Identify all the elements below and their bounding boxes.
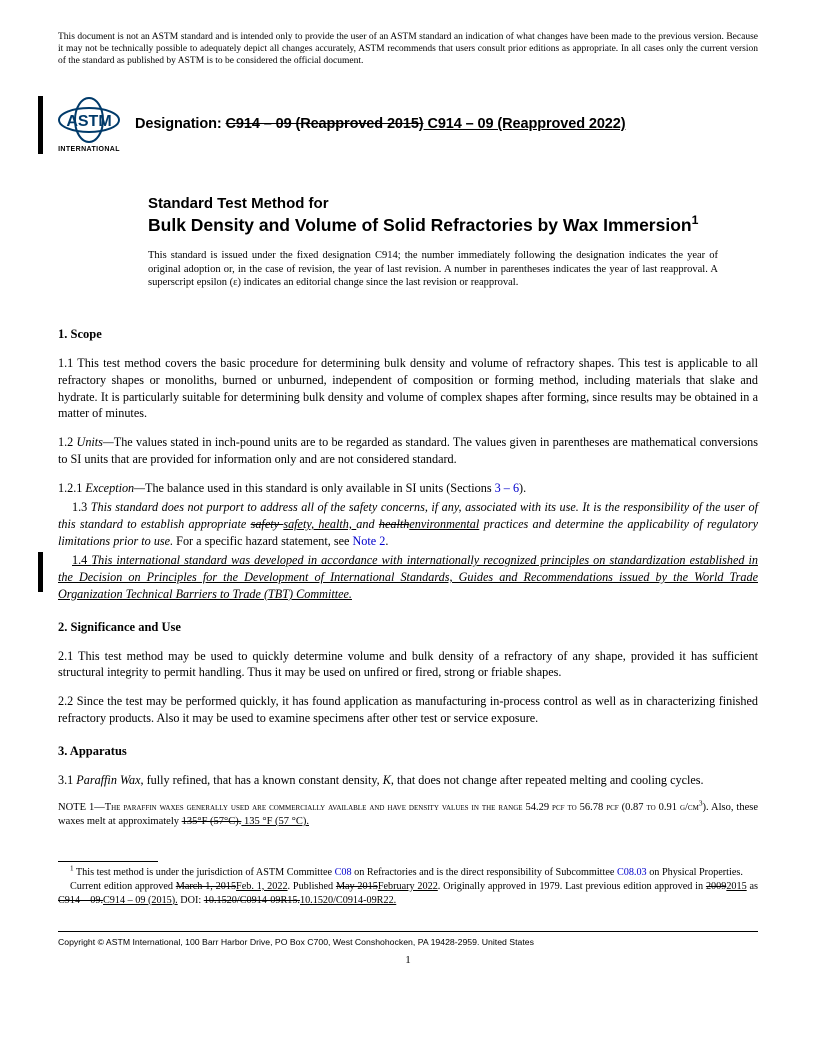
copyright-line: Copyright © ASTM International, 100 Barr…	[58, 937, 758, 949]
title-text: Bulk Density and Volume of Solid Refract…	[148, 215, 692, 235]
footnote-1-line2: Current edition approved March 1, 2015Fe…	[58, 880, 758, 908]
t: 1.4	[72, 553, 91, 567]
t: March 1, 2015	[176, 881, 236, 892]
section-2-head: 2. Significance and Use	[58, 619, 758, 636]
t: on Refractories and is the direct respon…	[352, 867, 617, 878]
header-row: ASTM INTERNATIONAL Designation: C914 – 0…	[58, 96, 758, 154]
sections-link[interactable]: 3 – 6	[495, 481, 519, 495]
t: 1.2	[58, 435, 77, 449]
committee-link[interactable]: C08	[335, 867, 352, 878]
para-2-1: 2.1 This test method may be used to quic…	[58, 648, 758, 682]
issuance-note: This standard is issued under the fixed …	[148, 249, 718, 290]
section-3-head: 3. Apparatus	[58, 743, 758, 760]
t: May 2015	[336, 881, 378, 892]
t: C914 – 09.	[58, 895, 103, 906]
title-main: Bulk Density and Volume of Solid Refract…	[148, 215, 758, 237]
t: DOI:	[178, 895, 204, 906]
t: , that does not change after repeated me…	[391, 773, 704, 787]
t: 1.2.1	[58, 481, 85, 495]
subcommittee-link[interactable]: C08.03	[617, 867, 647, 878]
svg-text:ASTM: ASTM	[66, 113, 111, 130]
change-bar-header	[38, 96, 43, 154]
t: ).	[519, 481, 526, 495]
designation-old: C914 – 09 (Reapproved 2015)	[226, 116, 424, 132]
para-3-1: 3.1 Paraffin Wax, fully refined, that ha…	[58, 772, 758, 789]
ins-environmental: environmental	[409, 517, 479, 531]
ins-safety-health: safety, health,	[283, 517, 356, 531]
t: This test method is under the jurisdicti…	[74, 867, 335, 878]
astm-logo: ASTM INTERNATIONAL	[57, 96, 121, 154]
t: Feb. 1, 2022	[236, 881, 288, 892]
exception-label: Exception—	[85, 481, 145, 495]
para-1-4: 1.4 This international standard was deve…	[58, 552, 758, 602]
logo-international-label: INTERNATIONAL	[58, 145, 120, 154]
designation-line: Designation: C914 – 09 (Reapproved 2015)…	[135, 115, 625, 135]
designation-label: Designation:	[135, 116, 226, 132]
t: 1.3	[72, 500, 91, 514]
para-1-3: 1.3 This standard does not purport to ad…	[58, 499, 758, 550]
note1-strike: 135°F (57°C).	[182, 816, 242, 827]
note-1: NOTE 1—The paraffin waxes generally used…	[58, 801, 758, 829]
para-1-2: 1.2 Units—The values stated in inch-poun…	[58, 434, 758, 468]
t: 10.1520/C0914-09R15.	[204, 895, 300, 906]
t: 2015	[726, 881, 746, 892]
t: The values stated in inch-pound units ar…	[58, 435, 758, 466]
t: This international standard was develope…	[58, 553, 758, 601]
t: 10.1520/C0914-09R22.	[300, 895, 396, 906]
t: on Physical Properties.	[647, 867, 743, 878]
title-footnote-ref: 1	[692, 213, 699, 227]
note2-link[interactable]: Note 2	[352, 534, 385, 548]
t: .	[385, 534, 388, 548]
t: For a specific hazard statement, see	[173, 534, 352, 548]
t: . Originally approved in 1979. Last prev…	[438, 881, 706, 892]
units-label: Units—	[77, 435, 114, 449]
title-block: Standard Test Method for Bulk Density an…	[148, 194, 758, 237]
para-1-2-1: 1.2.1 Exception—The balance used in this…	[58, 480, 758, 497]
logo-graphic: ASTM	[57, 96, 121, 144]
designation-new: C914 – 09 (Reapproved 2022)	[424, 116, 626, 132]
para-2-2: 2.2 Since the test may be performed quic…	[58, 693, 758, 727]
paraffin-label: Paraffin Wax,	[76, 773, 143, 787]
t: February 2022	[378, 881, 438, 892]
t: and	[356, 517, 379, 531]
t: . Published	[288, 881, 336, 892]
t: C914 – 09 (2015).	[103, 895, 178, 906]
note1-ins: 135 °F (57 °C).	[241, 816, 309, 827]
t: This standard does not purport to addres…	[58, 500, 758, 548]
title-prefix: Standard Test Method for	[148, 194, 758, 214]
copyright-rule	[58, 931, 758, 932]
t: 2009	[706, 881, 726, 892]
footnote-rule	[58, 861, 158, 862]
t: Current edition approved	[70, 881, 176, 892]
t: 3.1	[58, 773, 76, 787]
t: The balance used in this standard is onl…	[145, 481, 495, 495]
change-bar-1-3	[38, 552, 43, 592]
t: NOTE 1—The paraffin waxes generally used…	[58, 802, 699, 813]
k-symbol: K	[383, 773, 391, 787]
strike-health: health	[379, 517, 409, 531]
t: fully refined, that has a known constant…	[144, 773, 383, 787]
t: NOTE 1—The paraffin waxes generally used…	[58, 802, 699, 813]
top-disclaimer: This document is not an ASTM standard an…	[58, 32, 758, 68]
section-1-head: 1. Scope	[58, 326, 758, 343]
para-1-1: 1.1 This test method covers the basic pr…	[58, 355, 758, 422]
t: as	[747, 881, 758, 892]
strike-safety: safety	[251, 517, 284, 531]
footnote-1-line1: 1 This test method is under the jurisdic…	[58, 866, 758, 880]
page-number: 1	[58, 953, 758, 968]
